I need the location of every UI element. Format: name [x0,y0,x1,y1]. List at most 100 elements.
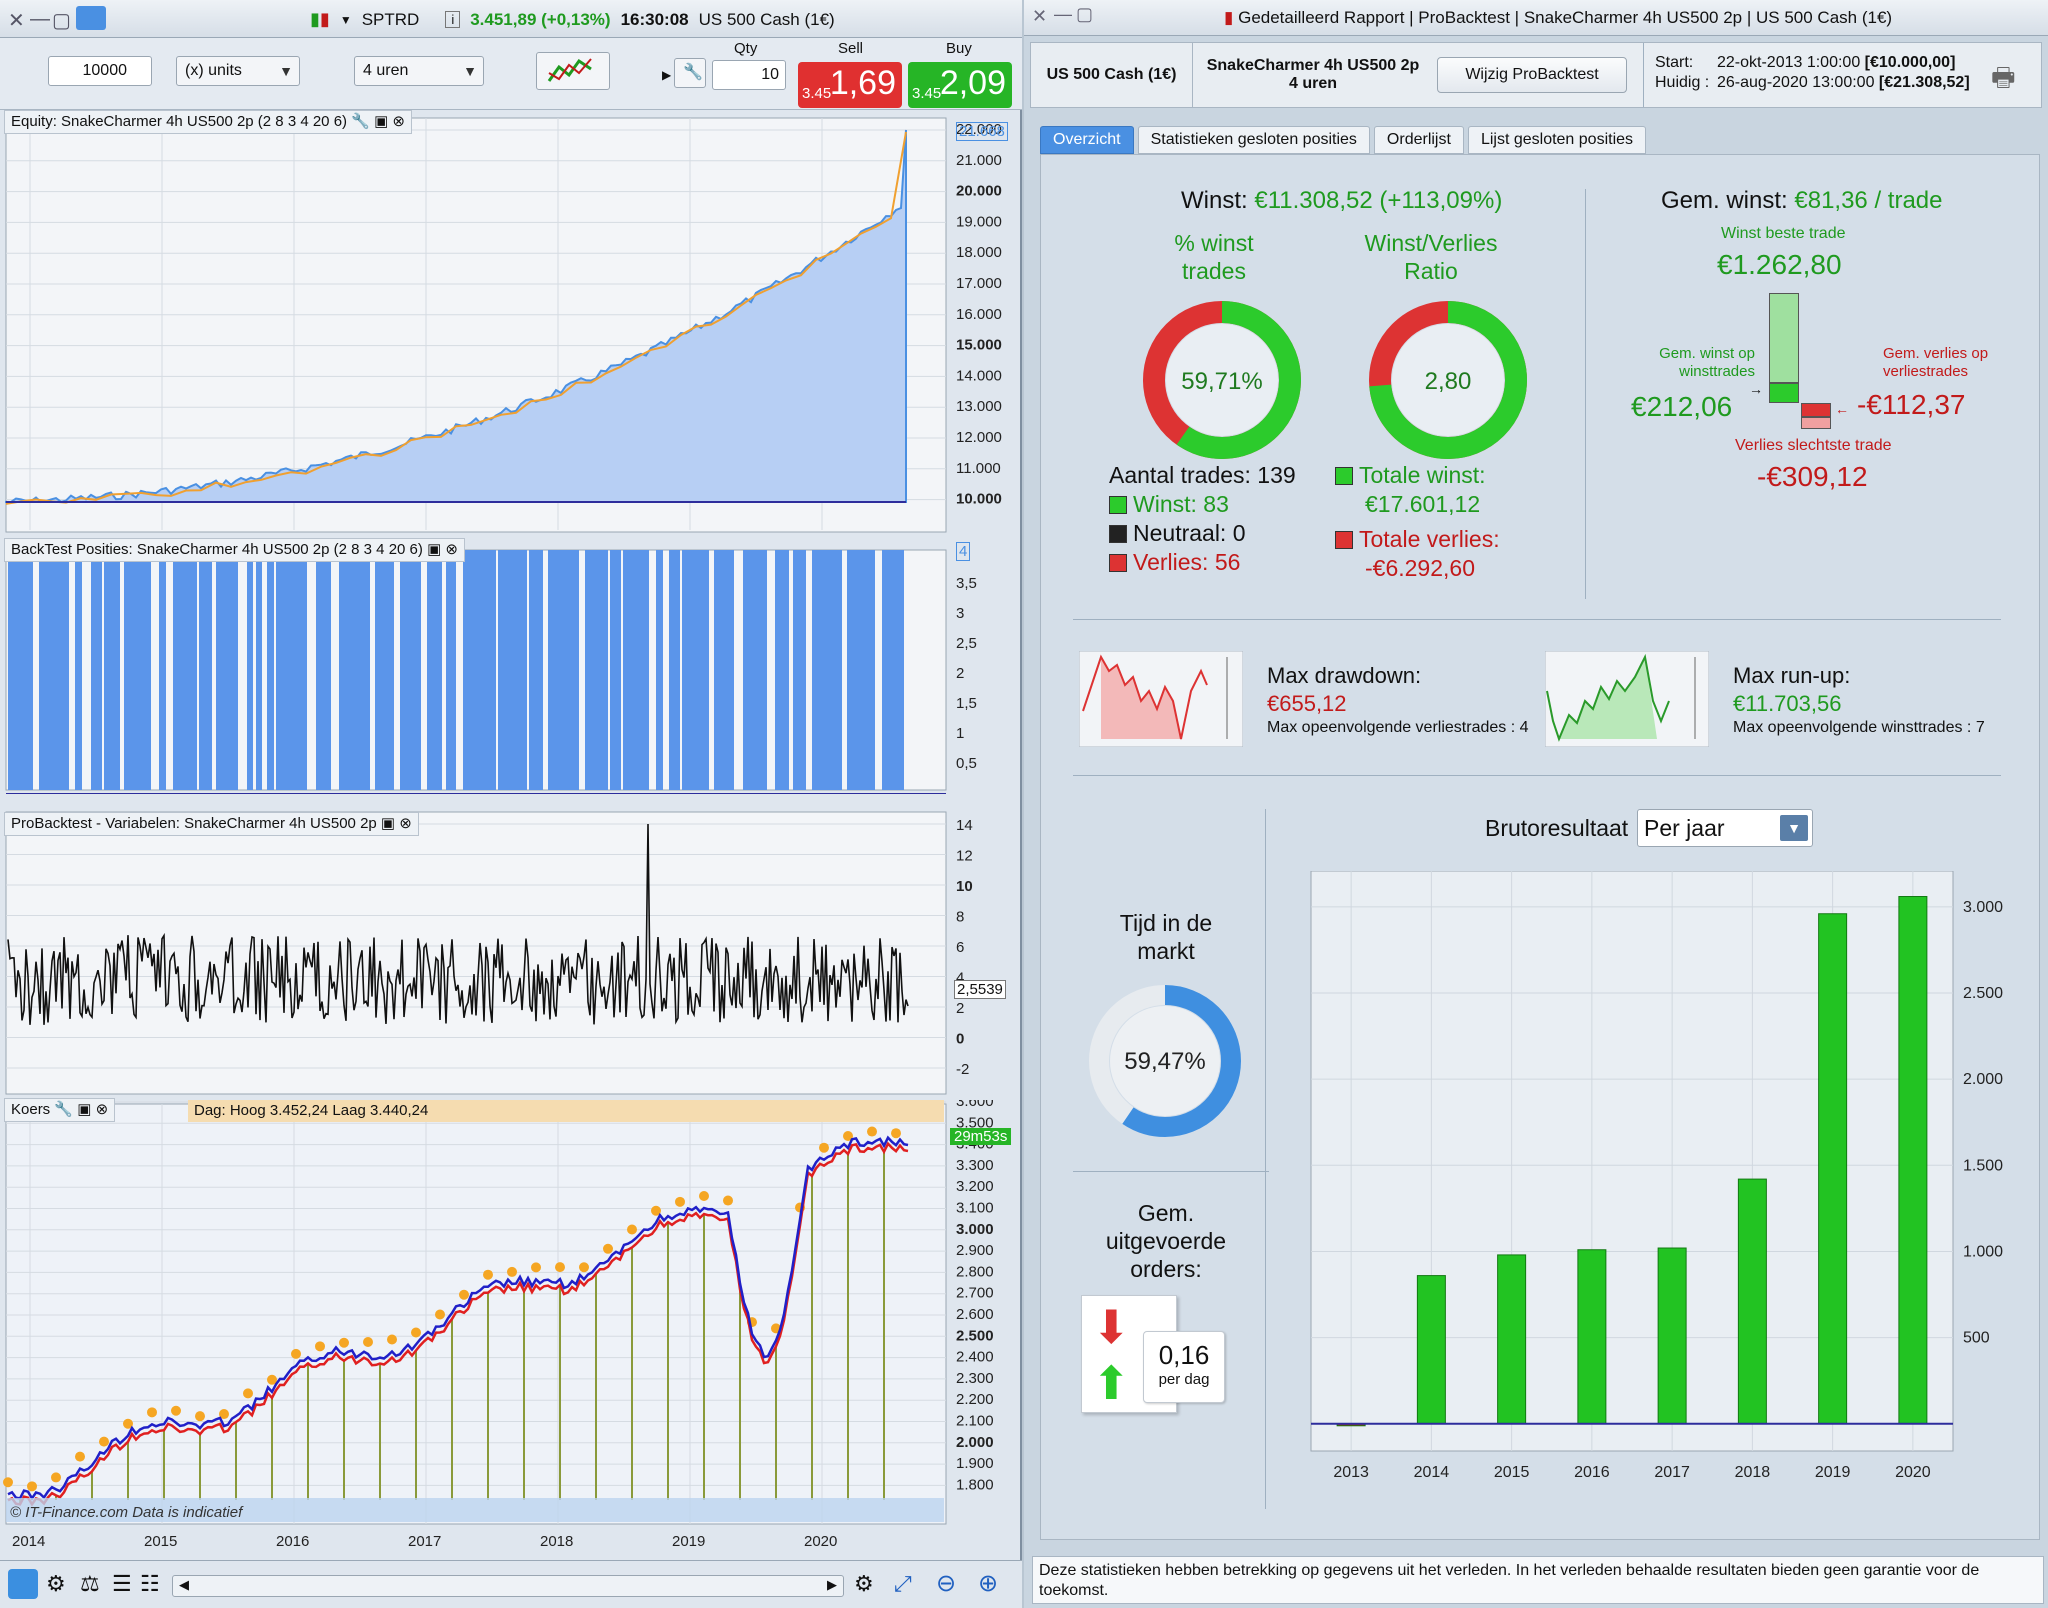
chart-scrollbar[interactable]: ◀ ▶ [172,1575,844,1597]
y-tick-label: 3.200 [956,1178,994,1195]
symbol-label[interactable]: SPTRD [361,9,420,29]
equity-last-value: 21.668 [956,122,1008,141]
minimize-icon[interactable]: — [1054,4,1072,24]
bar-2016 [1577,1249,1607,1425]
qty-input[interactable]: 10 [712,60,786,90]
price-label: 3.451,89 (+0,13%) [470,9,611,29]
scroll-left-icon[interactable]: ◀ [179,1577,189,1592]
indicator-chart-icon [547,58,592,82]
title-part: SnakeCharmer 4h US500 2p [1523,8,1743,27]
quantity-input[interactable]: 10000 [48,56,152,86]
maximize-icon[interactable]: ▢ [1076,4,1094,24]
y-tick-label: 2 [956,665,964,682]
window-icon[interactable]: ▣ [380,815,396,832]
wrench-icon[interactable]: 🔧 [54,1101,74,1118]
position-bars [8,550,904,790]
signal-marker [3,1477,13,1488]
drawing-tools-icon[interactable]: ⚙ [46,1571,66,1596]
print-icon[interactable]: 🖶 [1991,62,2016,92]
scroll-right-icon[interactable]: ▶ [827,1577,837,1592]
x-tick-label: 2015 [144,1533,177,1550]
x-tick-label: 2018 [1735,1464,1771,1481]
arrow-down-icon: ⬇ [1092,1301,1131,1353]
signal-marker [723,1195,733,1206]
signal-marker [27,1481,37,1492]
sell-button[interactable]: 3.45 1,69 [798,62,902,108]
tab-orderlijst[interactable]: Orderlijst [1373,126,1464,154]
close-icon[interactable]: ⊗ [95,1101,109,1118]
settings-icon[interactable]: ⚙ [854,1571,874,1596]
keyboard-icon[interactable] [76,6,106,30]
signal-marker [171,1405,181,1416]
timeframe-select[interactable]: 4 uren ▼ [354,56,484,86]
win-pct-label-line: trades [1182,258,1246,284]
positions-y-axis: 3,5 3 2,5 2 1,5 1 0,5 [956,575,977,772]
signal-marker [579,1262,589,1273]
profit-label: Winst: [1181,187,1248,214]
close-icon[interactable]: ✕ [1032,6,1048,26]
tab-statistieken[interactable]: Statistieken gesloten posities [1137,126,1370,154]
candlestick-icon[interactable]: ▮▮ [310,9,330,29]
zoom-out-icon[interactable]: ⊖ [936,1570,957,1597]
chevron-down-icon[interactable]: ▼ [339,12,352,27]
signal-marker [627,1224,637,1235]
price-y-axis: 3.6003.5003.4003.3003.2003.1003.0002.900… [956,1100,994,1493]
gross-period-select[interactable]: Per jaar ▼ [1637,809,1813,847]
close-icon[interactable]: ⊗ [392,113,405,130]
y-tick-label: 20.000 [956,183,1002,200]
position-bar [124,550,151,790]
window-icon[interactable]: ▣ [77,1101,92,1118]
units-select[interactable]: (x) units ▼ [176,56,300,86]
play-icon[interactable]: ▶ [662,68,672,82]
close-icon[interactable]: ⊗ [399,815,412,832]
gross-x-axis: 2013 2014 2015 2016 2017 2018 2019 2020 [1333,1464,1930,1481]
report-tabs: Overzicht Statistieken gesloten posities… [1040,126,1647,154]
list-icon[interactable]: ☰ [112,1571,132,1596]
buy-button[interactable]: 3.45 2,09 [908,62,1012,108]
report-window: ✕ — ▢ ▮ Gedetailleerd Rapport | ProBackt… [1024,0,2048,1608]
sell-label: Sell [838,40,864,57]
modify-probacktest-button[interactable]: Wijzig ProBacktest [1437,57,1627,93]
donut-time-ring [1089,985,1241,1137]
avg-win-label-line: winsttrades [1679,363,1755,380]
signal-marker [123,1418,133,1429]
indicator-button[interactable] [536,52,610,90]
y-tick-label: 3,5 [956,575,977,592]
title-part: US 500 Cash (1€) [1756,8,1893,27]
y-tick-label: 2.100 [956,1413,994,1430]
layers-icon[interactable]: ☷ [140,1571,160,1596]
info-icon[interactable]: i [445,11,461,28]
window-icon[interactable]: ▣ [427,541,442,558]
bar-2019 [1818,913,1848,1425]
y-tick-label: 2.000 [956,1434,994,1451]
share-icon[interactable] [8,1569,38,1599]
strategy-timeframe: 4 uren [1288,75,1337,92]
position-bar [400,550,421,790]
autoscale-icon[interactable]: ⤢ [894,1571,912,1596]
close-icon[interactable]: ✕ [8,10,25,32]
tab-gesloten-posities[interactable]: Lijst gesloten posities [1467,126,1647,154]
y-tick-label: 3.600 [956,1100,994,1110]
minimize-icon[interactable]: — [30,8,50,30]
divider [1585,189,1586,599]
bar-2020 [1898,896,1928,1425]
start-date: 22-okt-2013 1:00:00 [1717,54,1861,71]
best-trade-bar [1769,293,1799,383]
avg-profit-label: Gem. winst: [1661,187,1788,214]
tab-overzicht[interactable]: Overzicht [1040,126,1134,154]
zoom-in-icon[interactable]: ⊕ [978,1570,999,1597]
maximize-icon[interactable]: ▢ [52,10,71,32]
position-bar [548,550,579,790]
window-icon[interactable]: ▣ [374,113,389,130]
close-icon[interactable]: ⊗ [445,541,458,558]
units-label: (x) units [185,62,242,79]
wrench-icon[interactable]: 🔧 [674,58,706,88]
loss-legend-swatch [1335,531,1353,549]
chart-window: ✕ — ▢ ▮▮ ▼ SPTRD i 3.451,89 (+0,13%) 16:… [0,0,1022,1608]
wrench-icon[interactable]: 🔧 [351,113,370,130]
y-tick-label: 2.800 [956,1263,994,1280]
price-panel-header: Koers 🔧 ▣ ⊗ [4,1098,116,1122]
indicator-icon[interactable]: ⚖ [80,1571,100,1596]
buy-price: 2,09 [939,64,1006,102]
total-win-label: Totale winst: [1359,462,1486,488]
